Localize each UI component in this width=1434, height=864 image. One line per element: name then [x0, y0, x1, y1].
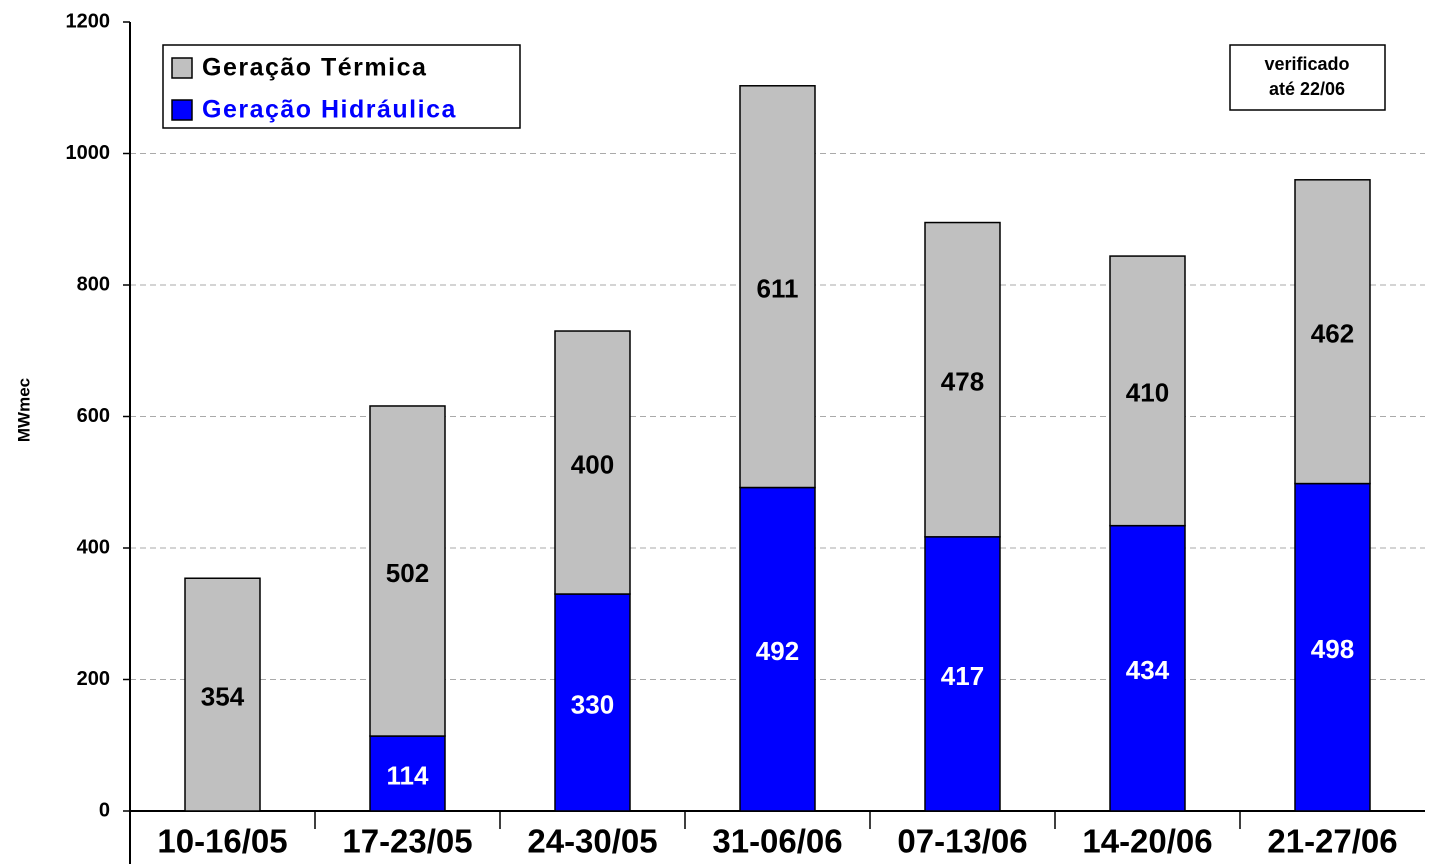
bar-segment	[924, 221, 1001, 538]
legend-label: Geração Hidráulica	[202, 96, 457, 124]
value-label: 478	[941, 367, 984, 397]
x-tick-label: 10-16/05	[157, 823, 287, 860]
value-label: 492	[756, 636, 799, 666]
y-tick-label: 800	[77, 273, 110, 295]
bar-segment	[1109, 524, 1186, 812]
annotation: verificado	[1264, 54, 1349, 74]
x-tick-label: 24-30/05	[527, 823, 657, 860]
bar-segment	[739, 85, 816, 489]
bar-segment	[924, 536, 1001, 812]
value-label: 434	[1126, 655, 1170, 685]
value-label: 417	[941, 661, 984, 691]
y-tick-label: 1200	[66, 10, 111, 32]
value-label: 611	[757, 274, 799, 304]
bar-segment	[1294, 482, 1371, 812]
bar-segment	[554, 330, 631, 595]
bar-segment	[184, 577, 261, 812]
value-label: 114	[387, 760, 429, 790]
value-label: 400	[571, 449, 614, 479]
y-axis-label: MWmec	[14, 378, 33, 442]
bar-segment	[369, 405, 446, 737]
value-label: 498	[1311, 634, 1354, 664]
legend-swatch	[171, 57, 193, 79]
x-tick-label: 14-20/06	[1082, 823, 1212, 860]
bar-segment	[1109, 255, 1186, 527]
legend-label: Geração Térmica	[202, 54, 427, 82]
value-label: 410	[1126, 378, 1169, 408]
bar-segment	[369, 735, 446, 812]
y-tick-label: 400	[77, 536, 110, 558]
y-tick-label: 0	[99, 799, 110, 821]
annotation-box	[1229, 44, 1386, 111]
value-label: 354	[201, 681, 245, 711]
y-tick-label: 600	[77, 405, 110, 427]
legend-box	[162, 44, 521, 129]
annotation: até 22/06	[1269, 79, 1345, 99]
x-tick-label: 21-27/06	[1267, 823, 1397, 860]
bar-segment	[1294, 179, 1371, 485]
value-label: 330	[571, 689, 614, 719]
x-tick-label: 31-06/06	[712, 823, 842, 860]
value-label: 502	[386, 558, 429, 588]
x-tick-label: 07-13/06	[897, 823, 1027, 860]
y-tick-label: 200	[77, 668, 110, 690]
y-tick-label: 1000	[66, 142, 111, 164]
value-label: 462	[1311, 319, 1354, 349]
bar-segment	[739, 486, 816, 812]
legend-swatch	[171, 99, 193, 121]
x-tick-label: 17-23/05	[342, 823, 472, 860]
